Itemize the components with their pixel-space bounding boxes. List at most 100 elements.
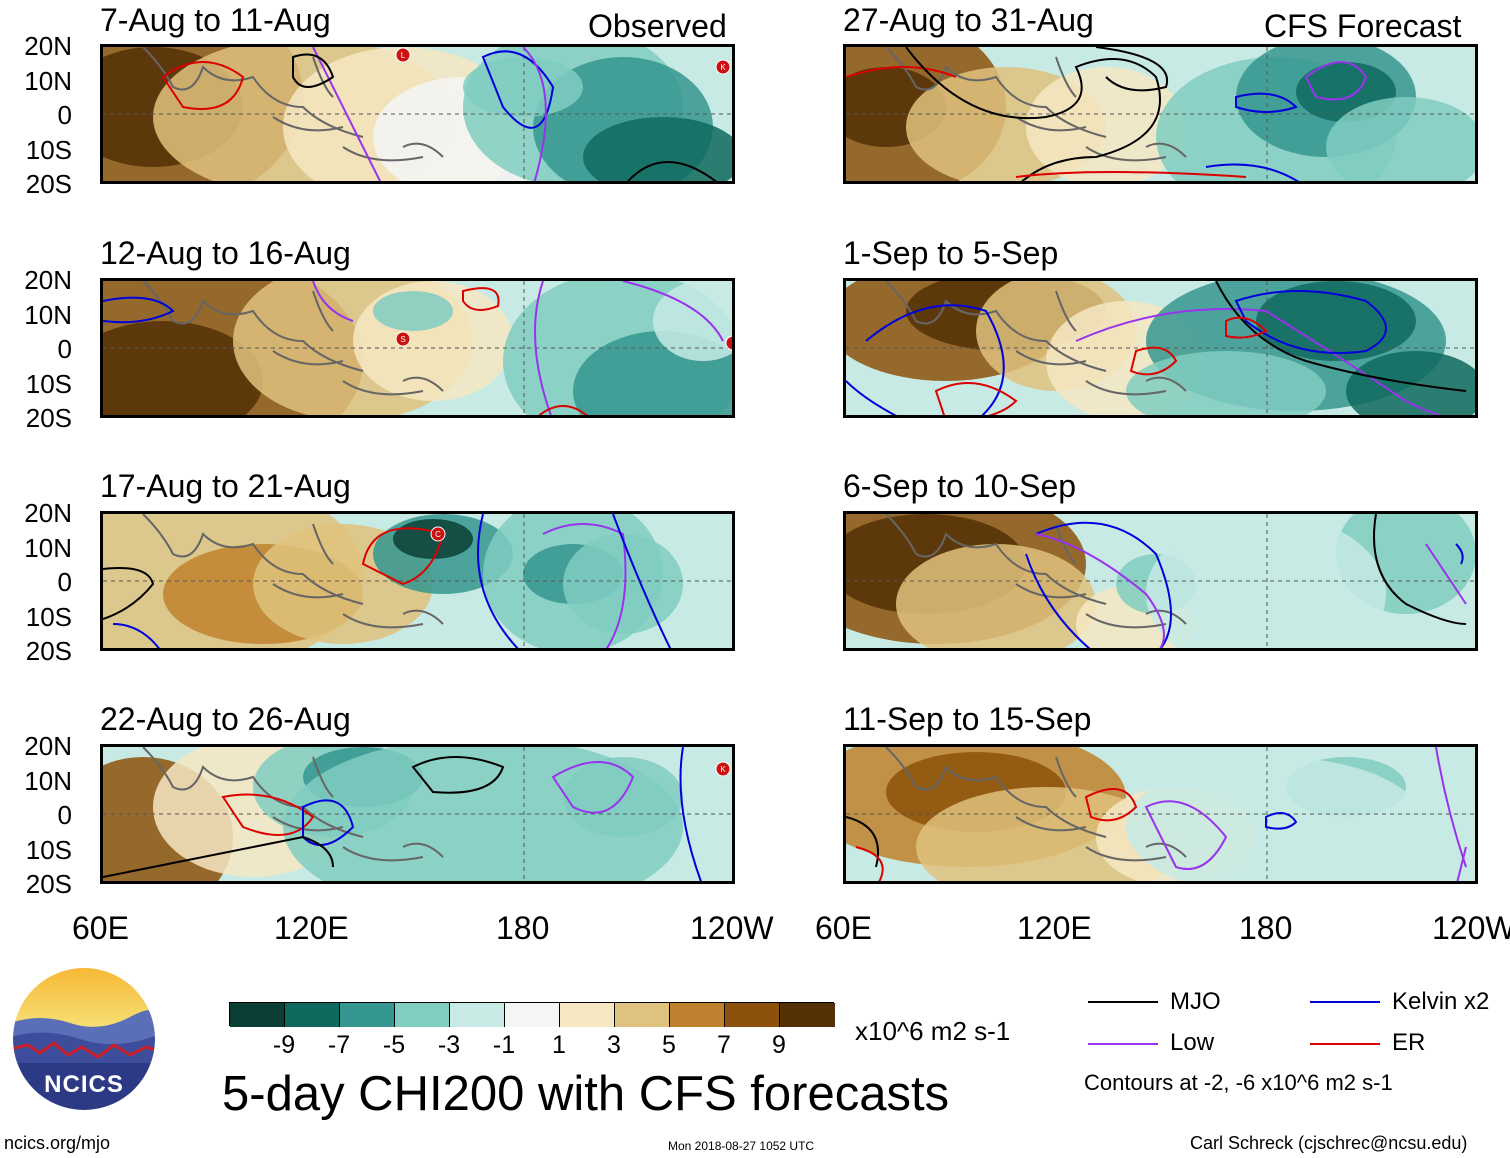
lat-tick-label: 20N xyxy=(24,31,72,61)
contour-line xyxy=(103,296,175,324)
contour-line xyxy=(1265,812,1298,830)
lat-tick-label: 20S xyxy=(25,636,72,666)
colorbar-swatch xyxy=(340,1003,395,1027)
anomaly-region xyxy=(373,291,453,331)
contour-line xyxy=(112,623,160,648)
colorbar-swatch xyxy=(230,1003,285,1027)
panel-title: 27-Aug to 31-Aug xyxy=(843,2,1094,38)
panel-title: 6-Sep to 10-Sep xyxy=(843,468,1077,504)
storm-marker-label: L xyxy=(401,51,406,60)
contour-line xyxy=(1425,543,1467,605)
chi200-field xyxy=(846,281,1475,415)
storm-marker-label: C xyxy=(435,530,441,539)
lat-tick-label: 20N xyxy=(24,731,72,761)
anomaly-region xyxy=(896,544,1096,648)
panel-title: 7-Aug to 11-Aug xyxy=(100,2,331,38)
contour-line xyxy=(1129,346,1178,376)
colorbar-tick-label: 1 xyxy=(552,1031,566,1059)
cfs-forecast-label: CFS Forecast xyxy=(1264,8,1462,44)
lon-tick-label: 120E xyxy=(1017,910,1092,946)
coastline xyxy=(885,281,1187,396)
chi200-field xyxy=(846,47,1475,181)
footer-timestamp: Mon 2018-08-27 1052 UTC xyxy=(668,1139,815,1153)
anomaly-region xyxy=(563,534,683,634)
panel-title: 11-Sep to 15-Sep xyxy=(843,701,1092,737)
colorbar-tick-label: -7 xyxy=(327,1031,351,1059)
lat-tick-label: 10S xyxy=(25,834,72,865)
coastline xyxy=(142,281,444,396)
chi200-field: LK xyxy=(103,47,732,181)
map-panel xyxy=(843,511,1478,651)
chi200-field xyxy=(846,514,1475,648)
lat-tick-label: 20N xyxy=(24,498,72,528)
storm-marker: K xyxy=(715,761,731,777)
storm-marker: K xyxy=(715,59,731,75)
colorbar-tick-label: 3 xyxy=(607,1031,621,1059)
chi200-field xyxy=(846,747,1475,881)
lat-tick-label: 10S xyxy=(25,601,72,632)
colorbar-tick-label: -1 xyxy=(492,1031,516,1059)
contour-line xyxy=(477,514,519,648)
contour-line xyxy=(846,816,879,868)
anomaly-region xyxy=(1026,67,1186,181)
er-legend-label: ER xyxy=(1392,1029,1426,1056)
contour-line xyxy=(1235,92,1298,113)
storm-marker-label: S xyxy=(400,335,405,344)
colorbar-tick-label: -5 xyxy=(382,1031,406,1059)
lon-tick-label: 120E xyxy=(274,910,349,946)
contour-line xyxy=(1215,281,1467,392)
contour-line xyxy=(905,47,1161,181)
colorbar-swatch xyxy=(395,1003,450,1027)
contour-line xyxy=(161,61,245,110)
contour-line xyxy=(1144,800,1228,870)
colorbar-swatch xyxy=(615,1003,670,1027)
contour-line xyxy=(1035,521,1172,648)
mjo-legend-line xyxy=(1088,1001,1158,1003)
lat-tick-label: 10N xyxy=(24,765,72,796)
colorbar-tick-label: -3 xyxy=(437,1031,461,1059)
lon-tick-label: 180 xyxy=(1239,910,1293,946)
lat-tick-label: 0 xyxy=(57,334,72,364)
lat-tick-label: 10N xyxy=(24,299,72,330)
mjo-legend-label: MJO xyxy=(1170,988,1221,1015)
er-legend-line xyxy=(1310,1043,1380,1045)
anomaly-region xyxy=(463,57,583,117)
map-panel xyxy=(843,278,1478,418)
colorbar-tick-label: -9 xyxy=(272,1031,296,1059)
coastline xyxy=(885,47,1187,162)
low-legend-line xyxy=(1088,1043,1158,1045)
low-legend-label: Low xyxy=(1170,1029,1215,1056)
footer-author: Carl Schreck (cjschrec@ncsu.edu) xyxy=(1190,1133,1468,1153)
contour-line xyxy=(855,846,884,881)
lat-tick-label: 20N xyxy=(24,265,72,295)
storm-marker: C xyxy=(430,526,446,542)
contour-line xyxy=(1075,308,1442,415)
storm-marker: S xyxy=(395,331,411,347)
contour-line xyxy=(538,405,588,415)
lat-tick-label: 0 xyxy=(57,800,72,830)
colorbar-swatch xyxy=(505,1003,560,1027)
contour-line xyxy=(462,287,500,311)
contour-line xyxy=(1035,533,1165,648)
chi200-field: C xyxy=(103,514,732,648)
kelvin-legend-line xyxy=(1310,1001,1380,1003)
lon-tick-label: 60E xyxy=(72,910,129,946)
contour-line xyxy=(411,756,505,794)
map-panel xyxy=(843,44,1478,184)
map-panel: K xyxy=(100,744,735,884)
anomaly-region xyxy=(103,321,263,415)
contour-line xyxy=(103,567,155,620)
kelvin-legend-label: Kelvin x2 xyxy=(1392,988,1490,1015)
contour-line xyxy=(1304,61,1368,101)
anomaly-region xyxy=(1326,97,1475,181)
contour-line xyxy=(1015,171,1247,178)
lat-tick-label: 20S xyxy=(25,869,72,899)
panel-title: 22-Aug to 26-Aug xyxy=(100,701,351,737)
footer-url[interactable]: ncics.org/mjo xyxy=(4,1133,111,1153)
contour-line xyxy=(1456,846,1467,881)
storm-marker-label: K xyxy=(720,63,726,72)
lat-tick-label: 20S xyxy=(25,403,72,433)
contour-line xyxy=(1205,163,1300,181)
anomaly-region xyxy=(583,117,732,181)
panel-title: 1-Sep to 5-Sep xyxy=(843,235,1059,271)
